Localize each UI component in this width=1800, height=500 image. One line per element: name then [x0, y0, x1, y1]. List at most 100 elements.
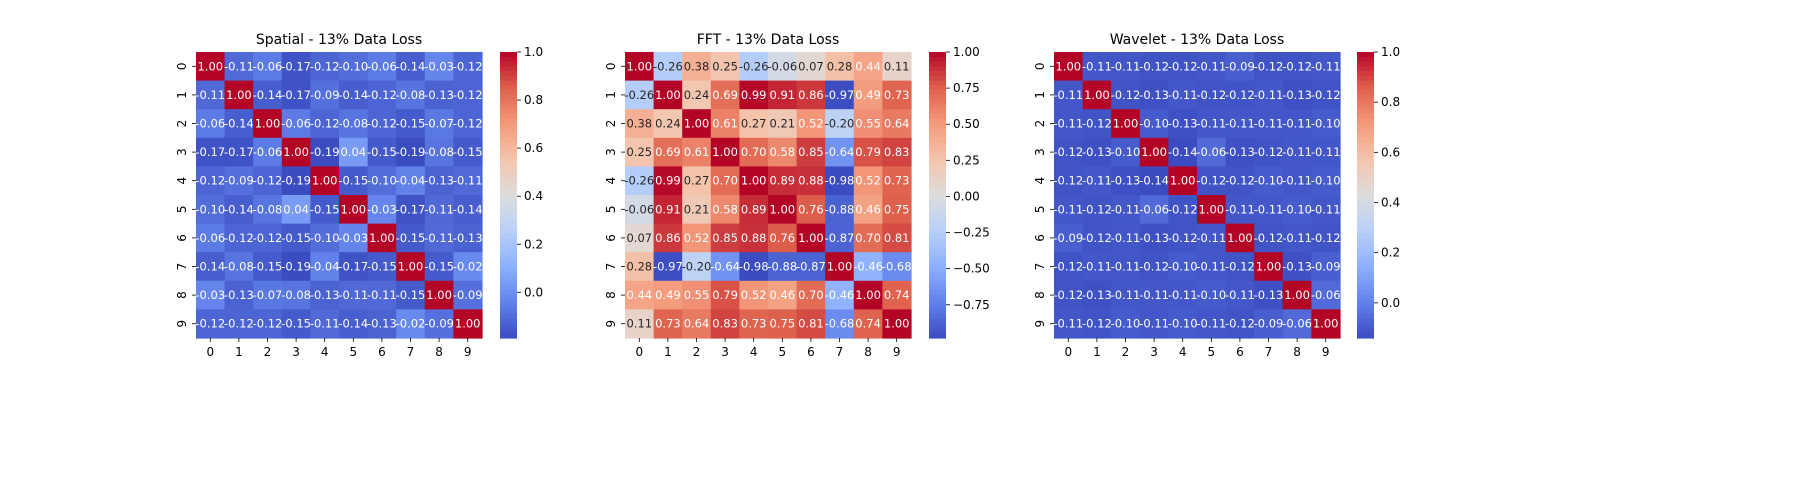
heatmap-cell [739, 223, 769, 253]
colorbar-segment [1357, 256, 1374, 263]
colorbar-segment [1357, 175, 1374, 182]
heatmap-cell [1082, 280, 1112, 310]
heatmap-cell [1111, 252, 1141, 282]
heatmap-cell [653, 80, 683, 110]
heatmap-cell [1311, 309, 1341, 339]
heatmap-cell [1054, 252, 1084, 282]
cell-value-label: -0.11 [1082, 174, 1112, 188]
heatmap-cell [253, 137, 283, 167]
colorbar-tick-label: 0.8 [524, 93, 543, 107]
x-tick-label: 9 [464, 345, 472, 359]
cell-value-label: 0.85 [798, 145, 824, 159]
heatmap-cell [1139, 109, 1169, 139]
x-tick-label: 0 [635, 345, 643, 359]
cell-value-label: -0.10 [1311, 174, 1341, 188]
heatmap-cell [1225, 166, 1255, 196]
cell-value-label: -0.11 [1196, 59, 1226, 73]
heatmap-cell [1054, 80, 1084, 110]
colorbar-segment [929, 333, 946, 339]
x-tick-label: 6 [1236, 345, 1244, 359]
heatmap-cell [882, 80, 912, 110]
cell-value-label: -0.13 [1082, 145, 1112, 159]
cell-value-label: 0.55 [855, 117, 881, 131]
cell-value-label: 0.91 [769, 88, 795, 102]
heatmap-cell [453, 137, 483, 167]
cell-value-label: -0.26 [624, 88, 654, 102]
heatmap-cell [825, 252, 855, 282]
cell-value-label: 1.00 [1198, 202, 1224, 216]
colorbar-segment [1357, 161, 1374, 167]
cell-value-label: 0.76 [769, 231, 795, 245]
cell-value-label: -0.11 [1168, 88, 1198, 102]
cell-value-label: -0.10 [1111, 145, 1141, 159]
cell-value-label: -0.64 [825, 145, 855, 159]
colorbar-segment [929, 161, 946, 167]
colorbar-segment [929, 180, 946, 187]
cell-value-label: 1.00 [255, 117, 281, 131]
heatmap-cell [882, 166, 912, 196]
colorbar-segment [500, 71, 517, 77]
colorbar-segment [500, 142, 517, 148]
colorbar-tick-label: 0.50 [953, 117, 980, 131]
heatmap-cell [1168, 52, 1198, 82]
colorbar-segment [1357, 185, 1374, 191]
cell-value-label: -0.19 [310, 145, 340, 159]
colorbar-segment [500, 175, 517, 182]
cell-value-label: -0.11 [1111, 59, 1141, 73]
colorbar-segment [929, 99, 946, 106]
colorbar-segment [1357, 209, 1374, 215]
heatmap-cell [1225, 195, 1255, 225]
cell-value-label: -0.06 [195, 117, 225, 131]
heatmap-cell [310, 52, 340, 82]
heatmap-cell [1168, 166, 1198, 196]
y-tick-label: 3 [175, 148, 189, 156]
heatmap-cell [1311, 166, 1341, 196]
cell-value-label: -0.87 [825, 231, 855, 245]
colorbar-segment [1357, 271, 1374, 277]
colorbar-segment [500, 152, 517, 158]
cell-value-label: -0.19 [396, 145, 426, 159]
cell-value-label: -0.14 [338, 317, 368, 331]
y-tick-label: 9 [1033, 320, 1047, 328]
cell-value-label: -0.12 [1139, 260, 1169, 274]
heatmap-cell [1054, 137, 1084, 167]
colorbar-segment [500, 328, 517, 334]
cell-value-label: -0.19 [281, 260, 311, 274]
colorbar-segment [929, 52, 946, 58]
heatmap-cell [196, 309, 226, 339]
colorbar-segment [1357, 223, 1374, 229]
heatmap-cell [825, 80, 855, 110]
heatmap-cell [1197, 109, 1227, 139]
colorbar-segment [929, 256, 946, 263]
colorbar-segment [1357, 333, 1374, 339]
heatmap-cell [1139, 280, 1169, 310]
heatmap-cell [367, 80, 397, 110]
heatmap-cell [1197, 137, 1227, 167]
heatmap-cell [882, 52, 912, 82]
cell-value-label: 0.86 [798, 88, 824, 102]
heatmap-cell [1111, 223, 1141, 253]
cell-value-label: 0.04 [283, 202, 309, 216]
cell-value-label: 0.24 [655, 117, 681, 131]
cell-value-label: -0.12 [1196, 174, 1226, 188]
heatmap-cell [796, 166, 826, 196]
heatmap-cell [1082, 137, 1112, 167]
cell-value-label: -0.12 [1225, 317, 1255, 331]
colorbar-segment [500, 228, 517, 234]
cell-value-label: -0.04 [310, 260, 340, 274]
cell-value-label: -0.12 [1225, 260, 1255, 274]
cell-value-label: -0.12 [1196, 88, 1226, 102]
heatmap-cell [796, 223, 826, 253]
cell-value-label: 1.00 [741, 174, 767, 188]
heatmap-cell [768, 80, 798, 110]
cell-value-label: -0.11 [1254, 202, 1284, 216]
cell-value-label: -0.02 [396, 317, 426, 331]
cell-value-label: -0.12 [1053, 174, 1083, 188]
cell-value-label: 1.00 [712, 145, 738, 159]
heatmap-cell [796, 195, 826, 225]
heatmap-cell [682, 309, 712, 339]
colorbar-tick-label: 0.75 [953, 81, 980, 95]
colorbar-tick-label: 0.0 [1381, 296, 1400, 310]
cell-value-label: -0.09 [453, 288, 483, 302]
